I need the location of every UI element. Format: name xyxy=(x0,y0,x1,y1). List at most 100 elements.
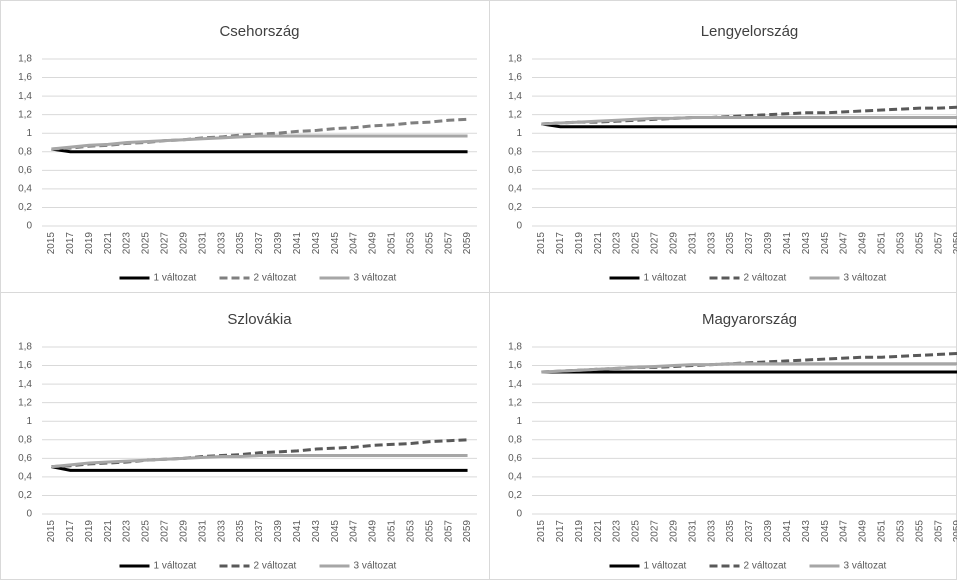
legend-label: 3 változat xyxy=(844,561,887,572)
x-tick-label: 2021 xyxy=(103,232,114,255)
y-tick-label: 1 xyxy=(516,128,522,139)
x-tick-label: 2041 xyxy=(292,520,303,543)
chart-title: Magyarország xyxy=(702,311,797,328)
x-tick-label: 2039 xyxy=(273,520,284,543)
x-tick-label: 2031 xyxy=(687,520,698,543)
y-tick-label: 1,8 xyxy=(18,342,32,353)
legend-label: 1 változat xyxy=(154,561,197,572)
x-tick-label: 2057 xyxy=(443,520,454,543)
legend-label: 3 változat xyxy=(844,273,887,284)
series-line xyxy=(51,454,468,469)
x-tick-label: 2059 xyxy=(952,232,957,255)
x-tick-label: 2023 xyxy=(122,520,133,543)
y-tick-label: 0 xyxy=(26,509,32,520)
y-tick-label: 1,2 xyxy=(508,109,522,120)
series-line xyxy=(51,134,468,151)
x-tick-label: 2043 xyxy=(311,232,322,255)
y-tick-label: 0 xyxy=(516,221,522,232)
y-tick-label: 1,2 xyxy=(18,397,32,408)
y-tick-label: 1 xyxy=(516,416,522,427)
x-tick-label: 2049 xyxy=(858,232,869,255)
y-tick-label: 0 xyxy=(516,509,522,520)
y-tick-label: 1 xyxy=(26,128,32,139)
x-tick-label: 2021 xyxy=(593,232,604,255)
x-tick-label: 2037 xyxy=(744,232,755,255)
x-tick-label: 2033 xyxy=(216,520,227,543)
x-tick-label: 2015 xyxy=(46,520,57,543)
x-tick-label: 2035 xyxy=(235,520,246,543)
y-tick-label: 1,4 xyxy=(508,91,522,102)
y-tick-label: 0 xyxy=(26,221,32,232)
x-tick-label: 2035 xyxy=(725,232,736,255)
x-tick-label: 2045 xyxy=(330,520,341,543)
x-tick-label: 2059 xyxy=(462,520,473,543)
x-tick-label: 2025 xyxy=(631,520,642,543)
y-tick-label: 1,4 xyxy=(18,91,32,102)
legend-label: 2 változat xyxy=(744,561,787,572)
x-tick-label: 2025 xyxy=(631,232,642,255)
x-tick-label: 2053 xyxy=(405,520,416,543)
y-tick-label: 1,6 xyxy=(508,360,522,371)
x-tick-label: 2033 xyxy=(706,232,717,255)
x-tick-label: 2047 xyxy=(349,232,360,255)
legend-label: 2 változat xyxy=(744,273,787,284)
x-tick-label: 2027 xyxy=(160,232,171,255)
x-tick-label: 2053 xyxy=(895,232,906,255)
chart-title: Lengyelország xyxy=(701,23,799,40)
x-tick-label: 2027 xyxy=(650,520,661,543)
x-tick-label: 2051 xyxy=(877,232,888,255)
y-tick-label: 1,8 xyxy=(508,54,522,65)
x-tick-label: 2059 xyxy=(952,520,957,543)
x-tick-label: 2029 xyxy=(668,520,679,543)
y-tick-label: 1 xyxy=(26,416,32,427)
x-tick-label: 2039 xyxy=(763,232,774,255)
x-tick-label: 2047 xyxy=(839,520,850,543)
x-tick-label: 2029 xyxy=(178,520,189,543)
y-tick-label: 1,8 xyxy=(18,54,32,65)
x-tick-label: 2037 xyxy=(254,232,265,255)
x-tick-label: 2015 xyxy=(536,232,547,255)
y-tick-label: 0,2 xyxy=(18,202,32,213)
y-tick-label: 0,6 xyxy=(18,453,32,464)
x-tick-label: 2051 xyxy=(387,232,398,255)
series-line xyxy=(51,438,468,469)
chart-title: Szlovákia xyxy=(227,311,292,328)
y-tick-label: 0,4 xyxy=(508,472,522,483)
series-line xyxy=(541,122,957,129)
x-tick-label: 2015 xyxy=(46,232,57,255)
series-line xyxy=(541,105,957,126)
x-tick-label: 2031 xyxy=(197,520,208,543)
x-tick-label: 2045 xyxy=(330,232,341,255)
legend-label: 3 változat xyxy=(354,273,397,284)
y-tick-label: 1,4 xyxy=(508,379,522,390)
x-tick-label: 2049 xyxy=(368,232,379,255)
y-tick-label: 0,6 xyxy=(508,453,522,464)
x-tick-label: 2045 xyxy=(820,520,831,543)
x-tick-label: 2045 xyxy=(820,232,831,255)
x-tick-label: 2041 xyxy=(782,520,793,543)
x-tick-label: 2051 xyxy=(387,520,398,543)
y-tick-label: 0,2 xyxy=(508,202,522,213)
x-tick-label: 2031 xyxy=(687,232,698,255)
x-tick-label: 2041 xyxy=(782,232,793,255)
x-tick-label: 2039 xyxy=(763,520,774,543)
x-tick-label: 2057 xyxy=(933,232,944,255)
x-tick-label: 2035 xyxy=(235,232,246,255)
y-tick-label: 1,8 xyxy=(508,342,522,353)
x-tick-label: 2053 xyxy=(405,232,416,255)
x-tick-label: 2041 xyxy=(292,232,303,255)
x-tick-label: 2043 xyxy=(801,520,812,543)
series-line xyxy=(51,465,468,472)
y-tick-label: 1,2 xyxy=(508,397,522,408)
x-tick-label: 2017 xyxy=(65,520,76,543)
x-tick-label: 2021 xyxy=(103,520,114,543)
x-tick-label: 2017 xyxy=(555,520,566,543)
y-tick-label: 0,4 xyxy=(18,184,32,195)
x-tick-label: 2057 xyxy=(443,232,454,255)
x-tick-label: 2019 xyxy=(84,232,95,255)
x-tick-label: 2033 xyxy=(216,232,227,255)
x-tick-label: 2017 xyxy=(65,232,76,255)
x-tick-label: 2047 xyxy=(349,520,360,543)
x-tick-label: 2055 xyxy=(424,520,435,543)
